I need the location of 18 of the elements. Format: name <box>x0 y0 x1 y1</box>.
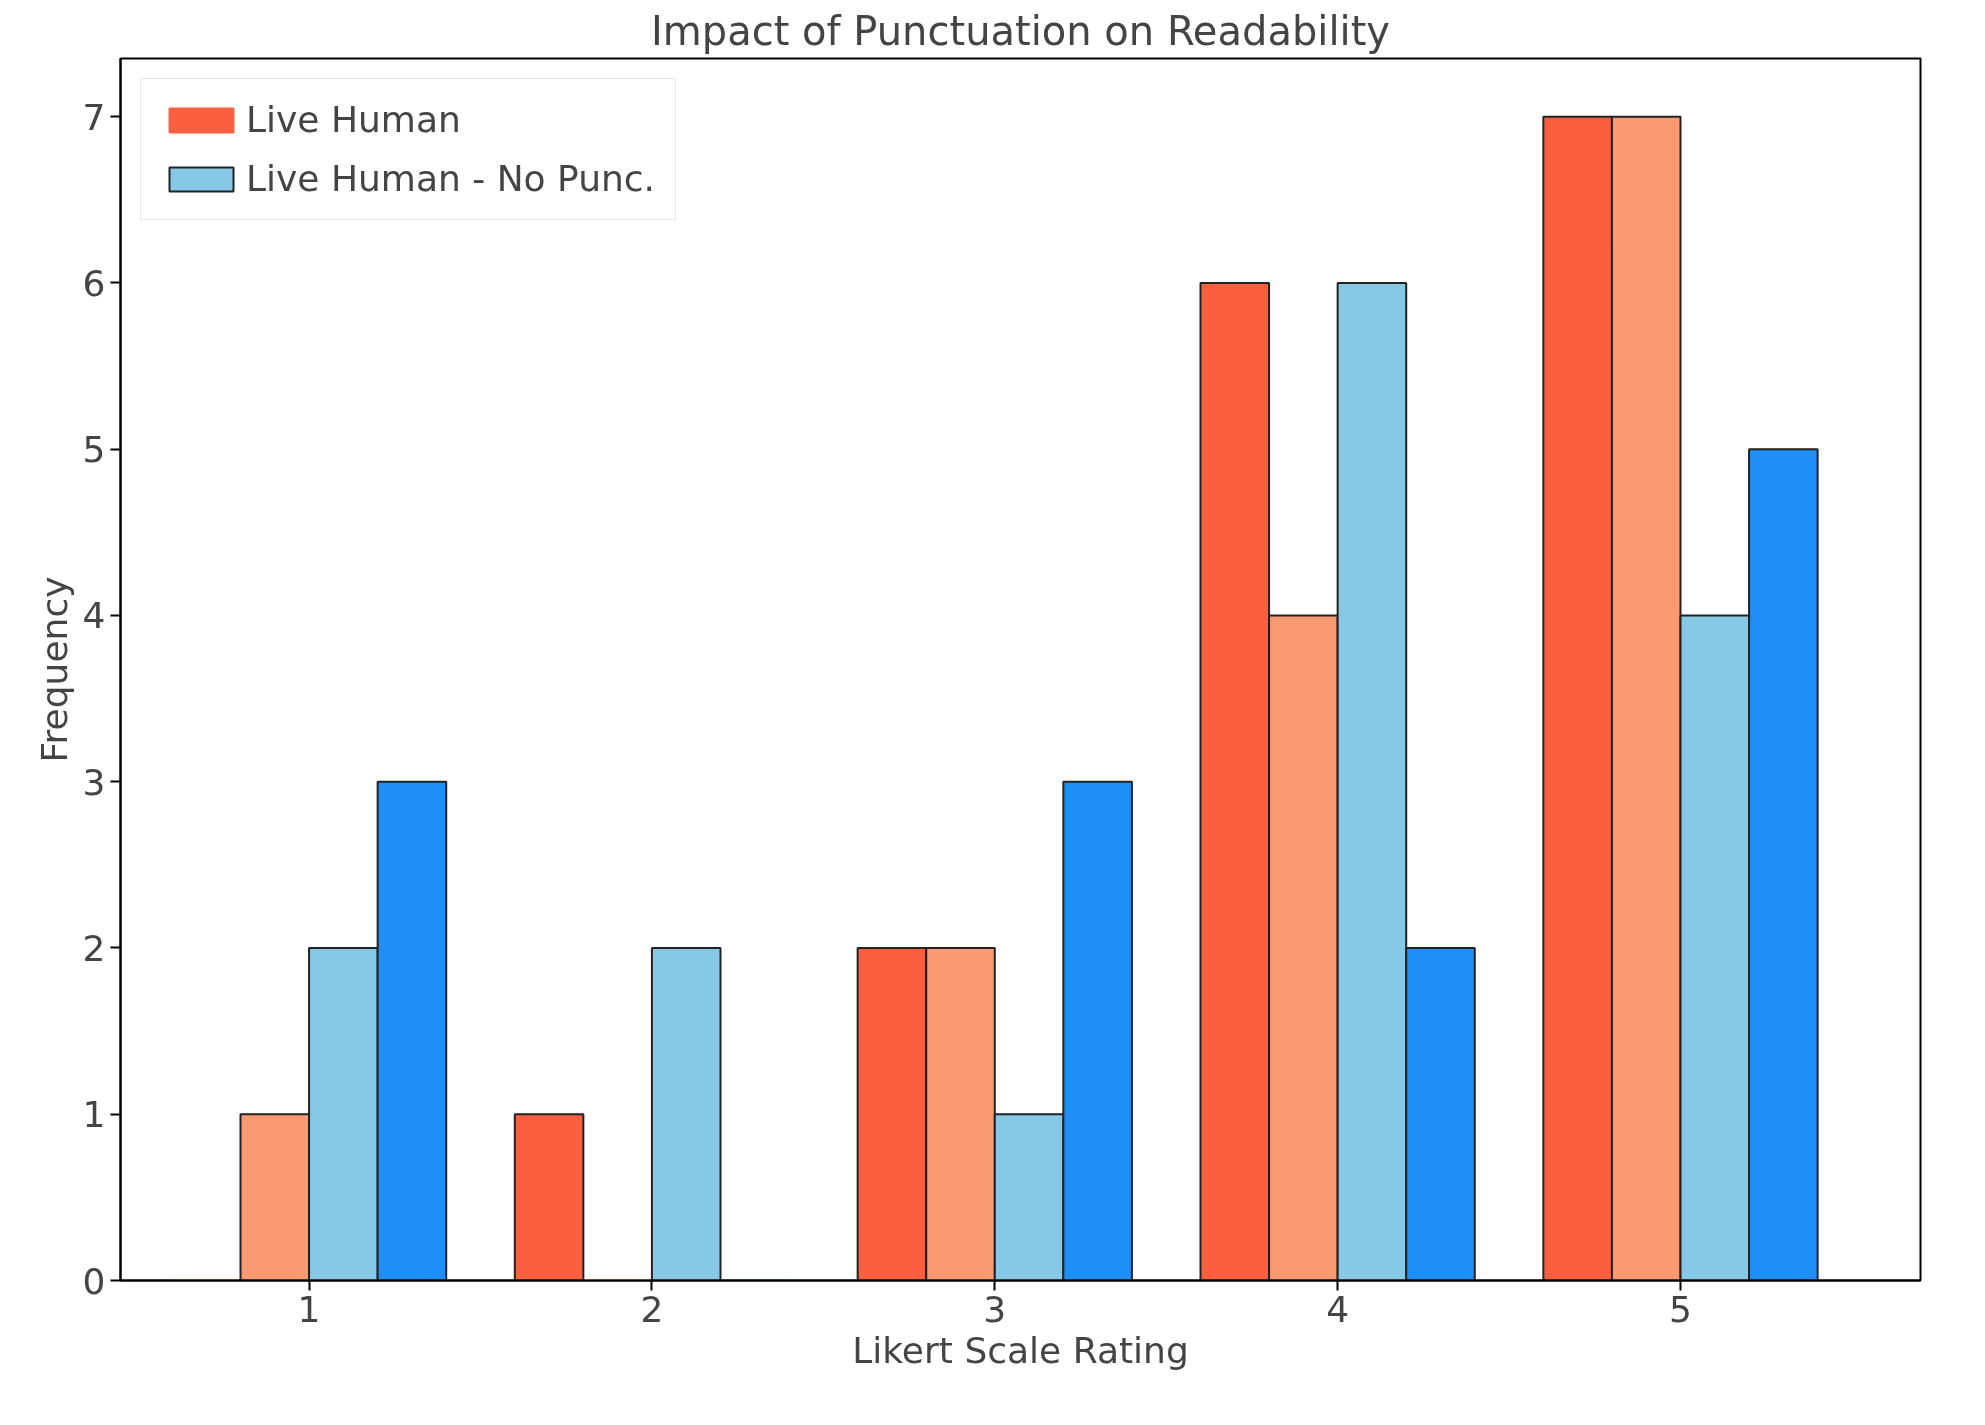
chart-title: Impact of Punctuation on Readability <box>651 7 1390 54</box>
x-axis-title: Likert Scale Rating <box>852 1329 1189 1371</box>
y-tick-label: 3 <box>82 761 106 803</box>
x-tick-label: 5 <box>1669 1288 1692 1330</box>
y-tick-label: 0 <box>82 1260 106 1302</box>
y-tick-label: 5 <box>82 429 106 471</box>
y-tick-label: 1 <box>82 1094 106 1136</box>
x-tick-label: 1 <box>297 1288 321 1330</box>
y-tick-label: 2 <box>82 927 106 969</box>
x-tick-label: 3 <box>983 1288 1007 1330</box>
y-axis-title: Frequency <box>33 576 75 763</box>
y-tick-label: 4 <box>82 595 106 637</box>
y-tick-label: 6 <box>82 262 106 304</box>
legend-label: Live Human <box>246 99 461 140</box>
x-tick-label: 4 <box>1326 1288 1350 1330</box>
legend-label: Live Human - No Punc. <box>246 158 656 199</box>
x-tick-label: 2 <box>640 1288 664 1330</box>
y-tick-label: 7 <box>82 96 106 138</box>
